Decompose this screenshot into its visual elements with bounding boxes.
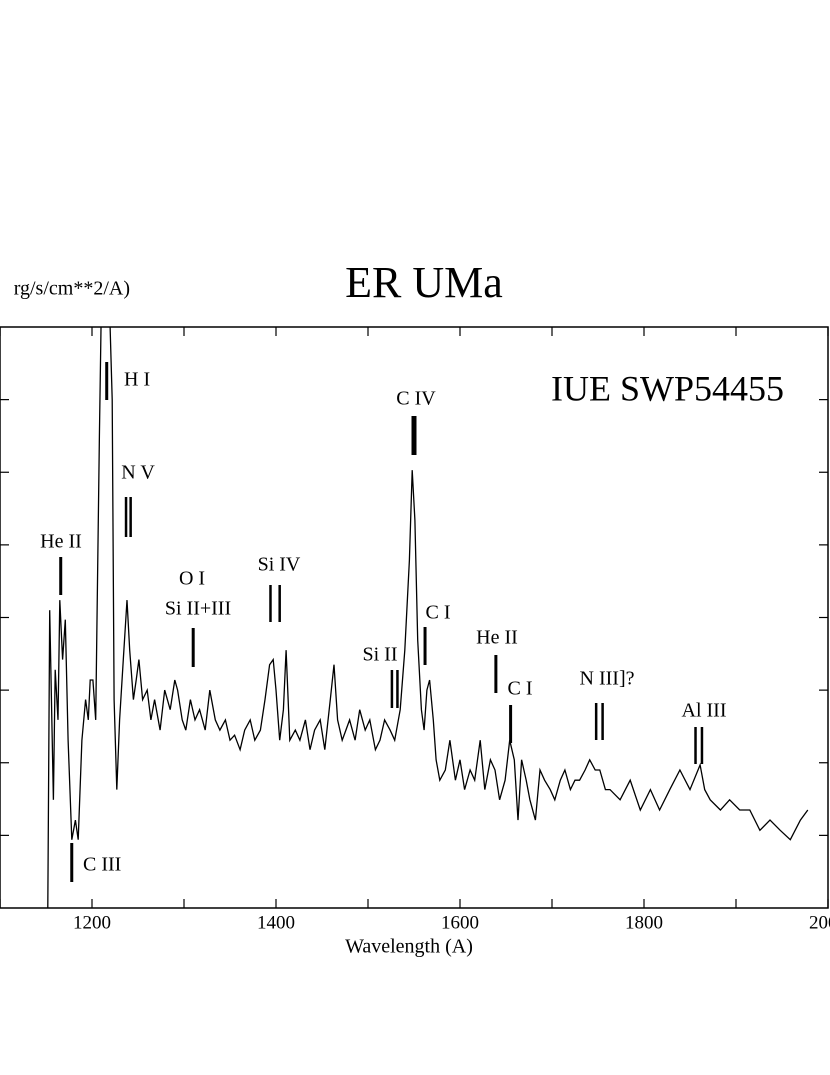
line-id-label: Si II+III — [165, 598, 231, 620]
chart-title: ER UMa — [345, 258, 503, 307]
x-tick-label: 1400 — [257, 912, 295, 933]
x-tick-label: 1600 — [441, 912, 479, 933]
spectrum-line — [47, 327, 809, 908]
line-id-label: Al III — [682, 700, 727, 722]
x-tick-label: 2000 — [809, 912, 830, 933]
line-id-label: Si II — [363, 644, 398, 666]
line-id-label: C I — [426, 602, 451, 624]
line-id-label: He II — [476, 627, 518, 649]
x-axis-label: Wavelength (A) — [345, 936, 473, 958]
line-id-label: N V — [121, 462, 155, 484]
plot-frame — [0, 326, 829, 909]
line-id-label: O I — [179, 568, 205, 590]
line-id-label: Si IV — [258, 554, 301, 576]
plot-annotation: IUE SWP54455 — [551, 368, 784, 408]
line-id-label: He II — [40, 531, 82, 553]
x-tick-label: 1200 — [73, 912, 111, 933]
line-id-label: N III]? — [580, 668, 635, 690]
line-id-label: C IV — [396, 388, 436, 410]
line-id-label: C III — [83, 854, 121, 876]
line-id-label: H I — [124, 369, 150, 391]
y-axis-label: rg/s/cm**2/A) — [14, 278, 130, 300]
line-id-label: C I — [508, 678, 533, 700]
x-tick-label: 1800 — [625, 912, 663, 933]
